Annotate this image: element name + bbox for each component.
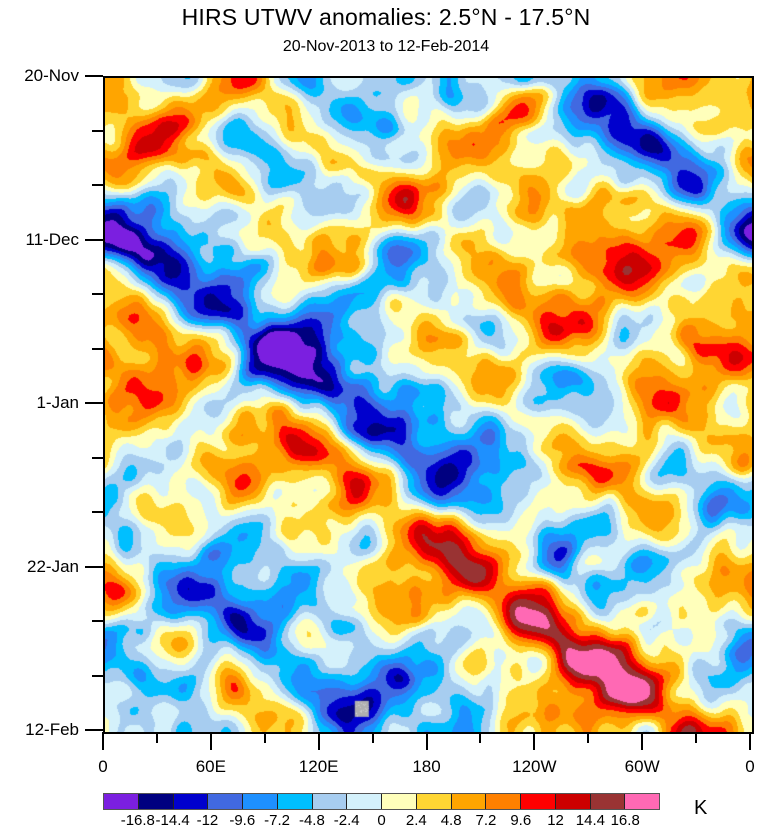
colorbar-tick-label: -7.2 — [264, 812, 290, 829]
x-tick-major — [317, 732, 320, 750]
colorbar-tick-label: 7.2 — [475, 812, 497, 829]
x-tick-major — [533, 732, 536, 750]
x-tick-label: 180 — [412, 757, 441, 776]
colorbar-tick-label: -14.4 — [155, 812, 190, 829]
colorbar-tick-label: -9.6 — [229, 812, 256, 829]
x-tick-major — [749, 732, 751, 750]
colorbar-tick-label: -2.4 — [333, 812, 360, 829]
x-tick-minor — [371, 732, 374, 743]
x-tick-label: 60E — [195, 757, 226, 776]
x-tick-minor — [587, 732, 590, 743]
y-tick-minor — [92, 456, 103, 459]
x-tick-major — [209, 732, 212, 750]
colorbar-swatch — [625, 794, 659, 809]
colorbar-swatch — [104, 794, 139, 809]
y-tick-major — [85, 238, 103, 241]
colorbar-tick-label: 16.8 — [610, 812, 640, 829]
x-tick-major — [425, 732, 428, 750]
colorbar-swatch — [521, 794, 556, 809]
colorbar-swatch — [486, 794, 521, 809]
x-tick-label: 0 — [98, 757, 108, 776]
colorbar-swatch — [555, 794, 591, 809]
x-tick-minor — [479, 732, 482, 743]
colorbar-swatch — [312, 794, 348, 809]
y-tick-label: 11-Dec — [25, 229, 79, 249]
colorbar-tick-label: -4.8 — [298, 812, 325, 829]
colorbar-swatch — [138, 794, 174, 809]
x-tick-minor — [155, 732, 158, 743]
colorbar-swatch — [277, 794, 313, 809]
colorbar-swatch — [382, 794, 417, 809]
colorbar-tick-label: 0 — [377, 812, 386, 829]
x-tick-label: 120W — [512, 757, 557, 776]
colorbar-swatch — [347, 794, 382, 809]
colorbar-tick-label: 9.6 — [510, 812, 532, 829]
x-tick-label: 0 — [745, 757, 755, 776]
y-tick-major — [85, 565, 103, 568]
colorbar-swatch — [208, 794, 243, 809]
y-tick-minor — [92, 129, 103, 132]
y-tick-minor — [92, 674, 103, 677]
y-tick-minor — [92, 184, 103, 186]
y-tick-minor — [92, 511, 103, 513]
colorbar-tick-label: 14.4 — [575, 812, 605, 829]
hovmoller-plot-area — [103, 76, 754, 734]
y-tick-major — [85, 729, 103, 731]
y-tick-minor — [92, 347, 103, 350]
x-tick-label: 60W — [624, 757, 660, 776]
x-tick-major — [641, 732, 644, 750]
anomaly-field-canvas — [105, 78, 752, 732]
colorbar-tick-label: 2.4 — [405, 812, 427, 829]
colorbar-swatch — [416, 794, 452, 809]
y-tick-label: 22-Jan — [27, 556, 79, 576]
colorbar-swatch — [173, 794, 209, 809]
colorbar-unit-label: K — [694, 797, 708, 819]
y-tick-major — [85, 75, 103, 77]
x-tick-minor — [695, 732, 698, 743]
colorbar-swatch — [451, 794, 487, 809]
colorbar — [103, 793, 660, 810]
x-tick-minor — [263, 732, 266, 743]
y-tick-label: 12-Feb — [25, 720, 79, 739]
page-subtitle: 20-Nov-2013 to 12-Feb-2014 — [282, 38, 490, 55]
colorbar-swatch — [590, 794, 626, 809]
y-tick-minor — [92, 620, 103, 622]
x-tick-label: 120E — [298, 757, 339, 776]
y-tick-label: 20-Nov — [24, 66, 79, 85]
x-tick-major — [102, 732, 104, 750]
y-tick-minor — [92, 293, 103, 295]
colorbar-tick-label: -12 — [196, 812, 219, 829]
colorbar-tick-label: 4.8 — [440, 812, 462, 829]
y-tick-label: 1-Jan — [36, 393, 79, 412]
colorbar-swatch — [243, 794, 278, 809]
colorbar-tick-label: 12 — [547, 812, 564, 829]
page-title: HIRS UTWV anomalies: 2.5°N - 17.5°N — [181, 4, 591, 30]
y-tick-major — [85, 402, 103, 404]
colorbar-tick-label: -16.8 — [120, 812, 155, 829]
